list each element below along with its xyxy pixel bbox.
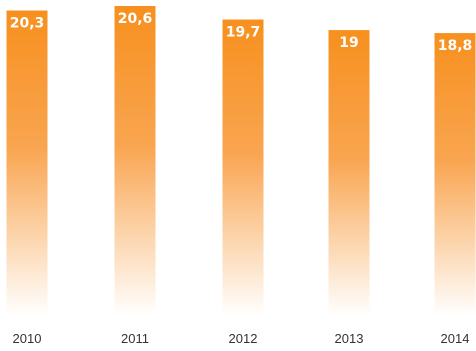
x-tick-label-2014: 2014: [441, 331, 470, 346]
x-tick-label-2013: 2013: [335, 331, 364, 346]
x-tick-label-2011: 2011: [121, 331, 149, 346]
value-label-2012: 19,7: [226, 25, 261, 41]
bar-2010: [6, 10, 48, 317]
x-tick-label-2012: 2012: [229, 331, 258, 346]
value-label-2014: 18,8: [438, 38, 473, 54]
bar-2012: [222, 19, 264, 316]
bar-2014: [434, 33, 476, 317]
x-tick-label-2010: 2010: [13, 331, 42, 346]
value-label-2010: 20,3: [10, 16, 45, 32]
value-label-2011: 20,6: [118, 11, 153, 27]
bar-2013: [328, 30, 370, 317]
value-label-2013: 19: [339, 35, 358, 51]
bar-2011: [114, 6, 156, 316]
bars-group: [6, 6, 476, 317]
value-labels-group: 20,3 20,6 19,7 19 18,8: [10, 11, 473, 54]
x-axis-tick-labels: 2010 2011 2012 2013 2014: [13, 331, 470, 346]
